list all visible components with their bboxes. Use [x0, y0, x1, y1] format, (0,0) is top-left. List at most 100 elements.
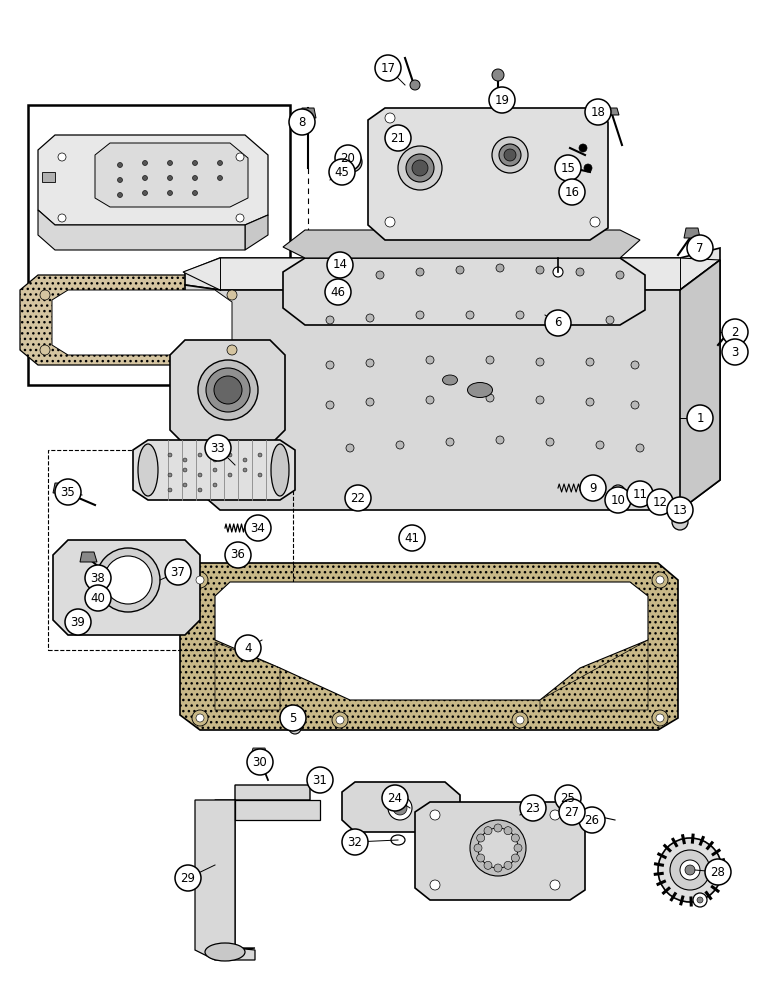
- Polygon shape: [245, 215, 268, 250]
- Circle shape: [183, 483, 187, 487]
- Polygon shape: [185, 248, 720, 290]
- Circle shape: [225, 542, 251, 568]
- Circle shape: [92, 590, 104, 602]
- Polygon shape: [368, 108, 608, 240]
- Circle shape: [104, 556, 152, 604]
- Circle shape: [85, 585, 111, 611]
- Ellipse shape: [405, 530, 419, 540]
- Circle shape: [73, 611, 87, 625]
- Text: 31: 31: [313, 774, 327, 786]
- Circle shape: [627, 481, 653, 507]
- Text: 5: 5: [290, 712, 296, 724]
- Circle shape: [117, 162, 123, 167]
- Circle shape: [382, 785, 408, 811]
- Circle shape: [486, 356, 494, 364]
- Circle shape: [476, 834, 485, 842]
- Polygon shape: [215, 582, 648, 700]
- Text: 13: 13: [672, 504, 687, 516]
- Circle shape: [466, 311, 474, 319]
- Text: 28: 28: [710, 865, 726, 879]
- Circle shape: [192, 190, 198, 196]
- Polygon shape: [53, 483, 70, 493]
- Polygon shape: [724, 322, 740, 332]
- Polygon shape: [215, 642, 280, 710]
- Text: 25: 25: [560, 792, 575, 804]
- Circle shape: [550, 810, 560, 820]
- Circle shape: [636, 444, 644, 452]
- Text: 20: 20: [340, 151, 355, 164]
- Text: 2: 2: [731, 326, 739, 338]
- Circle shape: [410, 80, 420, 90]
- Circle shape: [514, 844, 522, 852]
- Circle shape: [392, 132, 408, 148]
- Circle shape: [192, 710, 208, 726]
- Circle shape: [476, 854, 485, 862]
- Text: 35: 35: [61, 486, 76, 498]
- Circle shape: [280, 705, 306, 731]
- Circle shape: [196, 576, 204, 584]
- Circle shape: [168, 473, 172, 477]
- Circle shape: [376, 271, 384, 279]
- Circle shape: [228, 473, 232, 477]
- Circle shape: [511, 834, 520, 842]
- Circle shape: [227, 290, 237, 300]
- Text: 24: 24: [388, 792, 402, 804]
- Circle shape: [85, 565, 111, 591]
- Circle shape: [687, 235, 713, 261]
- Circle shape: [605, 487, 631, 513]
- Circle shape: [631, 361, 639, 369]
- Circle shape: [494, 864, 502, 872]
- Text: 37: 37: [171, 566, 185, 578]
- Circle shape: [550, 880, 560, 890]
- Circle shape: [499, 144, 521, 166]
- Polygon shape: [38, 210, 245, 250]
- Text: 39: 39: [70, 615, 86, 629]
- Circle shape: [58, 153, 66, 161]
- Circle shape: [590, 217, 600, 227]
- Polygon shape: [95, 143, 248, 207]
- Circle shape: [192, 176, 198, 180]
- Text: 15: 15: [560, 161, 575, 174]
- Circle shape: [667, 497, 693, 523]
- Circle shape: [555, 785, 581, 811]
- Circle shape: [430, 880, 440, 890]
- Circle shape: [117, 178, 123, 182]
- Polygon shape: [680, 260, 720, 510]
- Text: 19: 19: [495, 94, 510, 106]
- Ellipse shape: [634, 487, 646, 493]
- Circle shape: [456, 266, 464, 274]
- Circle shape: [586, 358, 594, 366]
- Circle shape: [235, 635, 261, 661]
- Circle shape: [412, 160, 428, 176]
- Text: 41: 41: [405, 532, 419, 544]
- Circle shape: [336, 716, 344, 724]
- Ellipse shape: [271, 444, 289, 496]
- Text: 45: 45: [334, 165, 350, 178]
- Circle shape: [484, 861, 492, 869]
- Text: 40: 40: [90, 591, 106, 604]
- Text: 36: 36: [231, 548, 245, 562]
- Circle shape: [76, 614, 84, 622]
- Text: 23: 23: [526, 802, 540, 814]
- Circle shape: [213, 483, 217, 487]
- Text: 17: 17: [381, 62, 395, 75]
- Circle shape: [332, 712, 348, 728]
- Circle shape: [55, 479, 81, 505]
- Circle shape: [416, 268, 424, 276]
- Circle shape: [406, 154, 434, 182]
- Circle shape: [289, 109, 315, 135]
- Circle shape: [559, 799, 585, 825]
- Circle shape: [243, 468, 247, 472]
- Circle shape: [65, 609, 91, 635]
- Text: 22: 22: [350, 491, 365, 504]
- Circle shape: [536, 396, 544, 404]
- Circle shape: [652, 572, 668, 588]
- Circle shape: [722, 339, 748, 365]
- Circle shape: [346, 444, 354, 452]
- Circle shape: [213, 468, 217, 472]
- Circle shape: [670, 850, 710, 890]
- Circle shape: [656, 576, 664, 584]
- Circle shape: [492, 69, 504, 81]
- Text: 12: 12: [652, 495, 668, 508]
- Circle shape: [616, 271, 624, 279]
